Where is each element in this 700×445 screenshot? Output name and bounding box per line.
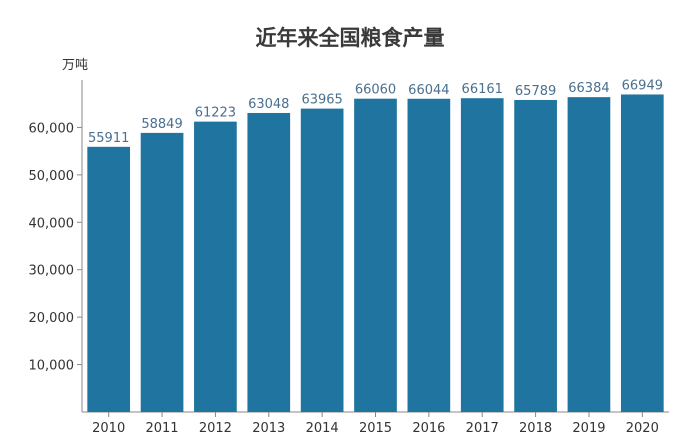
y-tick-label: 50,000	[29, 169, 75, 184]
bar	[300, 108, 344, 413]
data-label: 58849	[141, 117, 182, 132]
bar	[194, 121, 237, 413]
x-tick-label: 2017	[466, 421, 499, 436]
y-tick-label: 60,000	[29, 121, 75, 136]
chart-title: 近年来全国粮食产量	[255, 26, 445, 50]
x-tick-label: 2019	[572, 421, 605, 436]
x-tick-label: 2010	[92, 421, 125, 436]
data-label: 61223	[195, 106, 236, 121]
data-label: 63965	[301, 93, 342, 108]
x-tick-label: 2013	[252, 421, 285, 436]
x-tick-label: 2016	[412, 421, 445, 436]
bar	[87, 146, 131, 412]
bar	[247, 112, 291, 412]
x-tick-label: 2011	[145, 421, 178, 436]
x-tick-label: 2015	[359, 421, 392, 436]
y-tick-label: 40,000	[29, 216, 75, 231]
y-tick-label: 30,000	[29, 264, 75, 279]
data-label: 66384	[568, 81, 609, 96]
bar	[354, 98, 397, 412]
data-label: 66044	[408, 83, 449, 98]
bar	[620, 94, 664, 412]
x-tick-label: 2012	[199, 421, 232, 436]
bar	[460, 98, 504, 412]
data-label: 63048	[248, 97, 289, 112]
x-tick-label: 2018	[519, 421, 552, 436]
y-tick-label: 10,000	[29, 359, 75, 374]
bar	[514, 99, 557, 412]
data-label: 55911	[88, 131, 129, 146]
data-label: 65789	[515, 84, 556, 99]
bar	[407, 98, 451, 412]
data-label: 66161	[462, 82, 503, 97]
y-axis-unit-label: 万吨	[62, 58, 89, 73]
bar	[567, 97, 611, 412]
x-tick-label: 2014	[306, 421, 339, 436]
data-label: 66949	[622, 78, 663, 93]
y-tick-label: 20,000	[29, 311, 75, 326]
bar	[140, 132, 184, 412]
x-tick-label: 2020	[626, 421, 659, 436]
data-label: 66060	[355, 83, 396, 98]
